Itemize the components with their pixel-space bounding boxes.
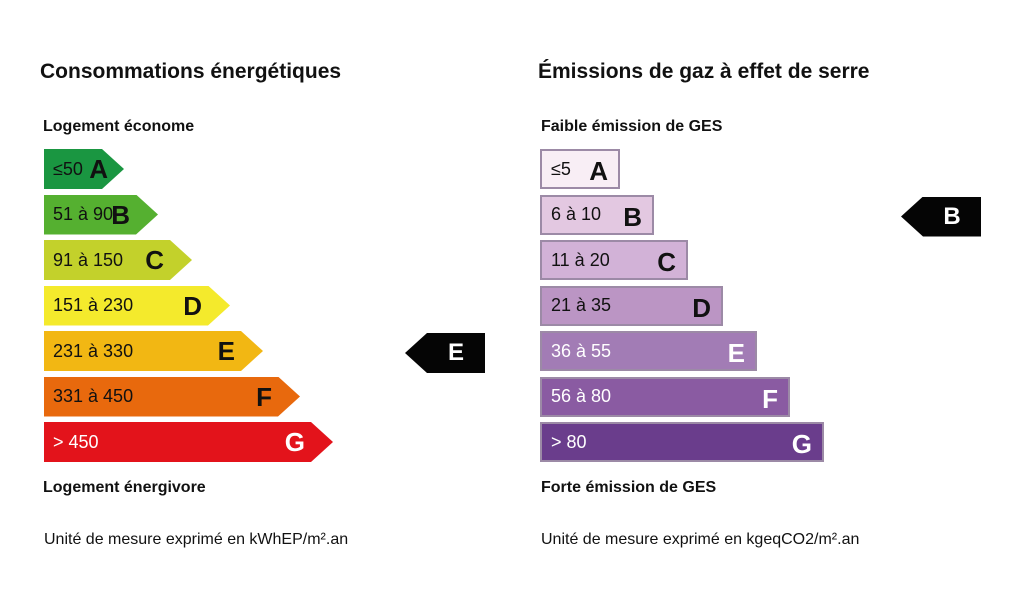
ges-bottom-label: Forte émission de GES: [541, 479, 717, 496]
ges-class-letter: B: [623, 201, 642, 232]
energy-class-d-bar: 151 à 230 D: [44, 286, 230, 326]
ges-class-letter: D: [692, 292, 711, 323]
energy-class-range: ≤50: [53, 158, 83, 179]
energy-bottom-label: Logement énergivore: [43, 479, 206, 496]
energy-class-letter: A: [89, 154, 108, 184]
ges-class-range: ≤5: [551, 158, 571, 179]
energy-class-range: 231 à 330: [53, 340, 134, 361]
energy-class-b-bar: 51 à 90 B: [44, 195, 158, 235]
energy-current-class-letter: E: [447, 339, 464, 366]
ges-title: Émissions de gaz à effet de serre: [538, 60, 870, 83]
ges-top-label: Faible émission de GES: [541, 118, 723, 135]
energy-class-c-bar: 91 à 150 C: [44, 240, 192, 280]
energy-class-letter: B: [111, 199, 130, 230]
ges-current-class-letter: B: [943, 202, 961, 230]
energy-class-range: 91 à 150: [53, 249, 124, 270]
ges-class-g-bar: > 80 G: [540, 422, 824, 462]
energy-current-class-indicator: E: [405, 333, 485, 373]
ges-class-range: 6 à 10: [551, 204, 602, 224]
ges-class-b-bar: 6 à 10 B: [540, 194, 654, 235]
ges-class-range: 36 à 55: [551, 340, 612, 361]
ges-class-range: 11 à 20: [551, 249, 610, 270]
energy-class-range: > 450: [53, 431, 99, 452]
ges-class-letter: E: [727, 338, 745, 368]
ges-class-letter: G: [791, 429, 812, 459]
energy-class-f-bar: 331 à 450 F: [44, 377, 300, 417]
ges-unit: Unité de mesure exprimé en kgeqCO2/m².an: [541, 531, 860, 548]
ges-class-letter: F: [762, 383, 778, 414]
energy-class-letter: F: [256, 381, 272, 412]
ges-class-range: 21 à 35: [551, 295, 612, 315]
ges-emission-panel: Émissions de gaz à effet de serre Faible…: [512, 0, 1024, 591]
energy-class-a-bar: ≤50 A: [44, 149, 124, 189]
ges-class-letter: C: [657, 247, 676, 277]
energy-class-letter: E: [217, 336, 235, 366]
ges-class-c-bar: 11 à 20 C: [540, 240, 688, 280]
ges-class-f-bar: 56 à 80 F: [540, 376, 790, 417]
energy-class-letter: C: [145, 245, 164, 275]
energy-class-letter: D: [183, 290, 202, 321]
energy-top-label: Logement économe: [43, 118, 195, 135]
energy-consumption-panel: Consommations énergétiques Logement écon…: [40, 60, 485, 548]
energy-unit: Unité de mesure exprimé en kWhEP/m².an: [44, 531, 349, 548]
energy-class-range: 51 à 90: [53, 204, 114, 224]
ges-class-range: 56 à 80: [551, 386, 612, 406]
energy-title: Consommations énergétiques: [40, 60, 342, 83]
energy-class-letter: G: [284, 427, 305, 457]
ges-class-a-bar: ≤5 A: [540, 149, 620, 189]
energy-class-range: 331 à 450: [53, 386, 134, 406]
energy-class-e-bar: 231 à 330 E: [44, 331, 263, 371]
ges-class-d-bar: 21 à 35 D: [540, 285, 723, 326]
energy-class-range: 151 à 230: [53, 295, 134, 315]
ges-class-e-bar: 36 à 55 E: [540, 331, 757, 371]
ges-class-range: > 80: [551, 431, 587, 452]
ges-class-letter: A: [589, 156, 608, 186]
ges-current-class-indicator: B: [901, 196, 981, 237]
energy-class-g-bar: > 450 G: [44, 422, 333, 462]
